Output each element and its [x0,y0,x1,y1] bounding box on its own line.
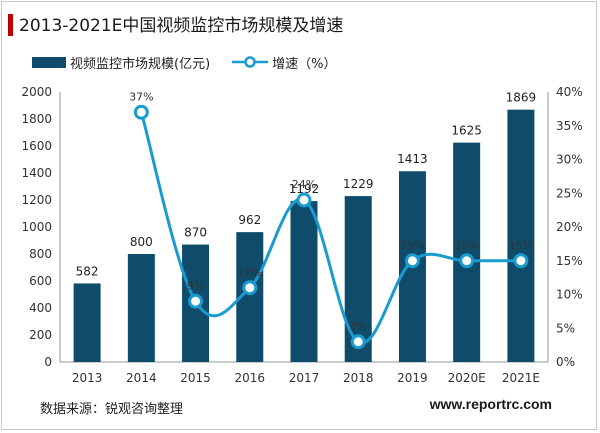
y-left-tick-label: 200 [29,328,52,342]
legend-bar-swatch [32,56,66,68]
bar-value-label: 962 [238,213,261,227]
growth-point [242,280,258,296]
x-tick-label: 2019 [397,371,428,385]
y-left-tick-label: 1000 [21,220,52,234]
bar-value-label: 870 [184,226,207,240]
legend-item-bar: 视频监控市场规模(亿元) [32,53,210,72]
bar [73,283,101,362]
y-left-tick-label: 600 [29,274,52,288]
y-left-tick-label: 1400 [21,166,52,180]
growth-value-label: 11% [238,266,262,279]
legend-bar-label: 视频监控市场规模(亿元) [70,56,211,72]
y-right-tick-label: 0% [556,355,575,369]
x-tick-label: 2014 [126,371,157,385]
legend-line-label: 增速（%） [272,56,337,72]
bar [127,254,155,362]
growth-point [404,253,420,269]
growth-point [188,293,204,309]
bar-value-label: 800 [130,235,153,249]
growth-value-label: 9% [187,279,204,292]
growth-point [133,104,149,120]
growth-value-label: 3% [349,320,366,333]
legend-line-swatch [232,56,269,68]
growth-value-label: 15% [400,239,424,252]
y-right-tick-label: 25% [556,186,583,200]
source-note: 数据来源：锐观咨询整理 [40,402,184,417]
bar [507,109,535,362]
bar-value-label: 1229 [343,177,374,191]
bar-value-label: 1625 [451,124,482,138]
y-right-tick-label: 20% [556,220,583,234]
x-tick-label: 2015 [180,371,211,385]
website-label: www.reportrc.com [429,396,552,412]
x-tick-label: 2018 [343,371,374,385]
y-right-tick-label: 5% [556,321,575,335]
y-left-tick-label: 1800 [21,112,52,126]
bar [290,201,318,362]
x-tick-label: 2020E [448,371,486,385]
legend: 视频监控市场规模(亿元) 增速（%） [32,52,359,72]
bar-value-label: 1869 [506,91,537,105]
growth-point [296,192,312,208]
bar-value-label: 1413 [397,152,428,166]
y-right-tick-label: 10% [556,288,583,302]
growth-value-label: 15% [509,239,533,252]
y-left-tick-label: 400 [29,301,52,315]
x-tick-label: 2016 [235,371,266,385]
y-right-tick-label: 40% [556,85,583,99]
legend-item-line: 增速（%） [232,53,337,72]
growth-point [350,334,366,350]
title-accent-bar [8,14,13,36]
growth-value-label: 15% [454,239,478,252]
y-left-tick-label: 1200 [21,193,52,207]
x-tick-label: 2021E [502,371,540,385]
chart-title: 2013-2021E中国视频监控市场规模及增速 [19,16,344,36]
bar-value-label: 1192 [289,182,320,196]
y-right-tick-label: 35% [556,119,583,133]
x-tick-label: 2013 [72,371,103,385]
y-right-tick-label: 15% [556,254,583,268]
growth-point [459,253,475,269]
y-right-tick-label: 30% [556,153,583,167]
y-left-tick-label: 0 [44,355,52,369]
growth-value-label: 37% [129,90,153,103]
bar-value-label: 582 [76,264,99,278]
y-left-tick-label: 800 [29,247,52,261]
growth-point [513,253,529,269]
bar [453,142,481,362]
y-left-tick-label: 2000 [21,85,52,99]
x-tick-label: 2017 [289,371,320,385]
y-left-tick-label: 1600 [21,139,52,153]
growth-value-label: 24% [292,178,316,191]
